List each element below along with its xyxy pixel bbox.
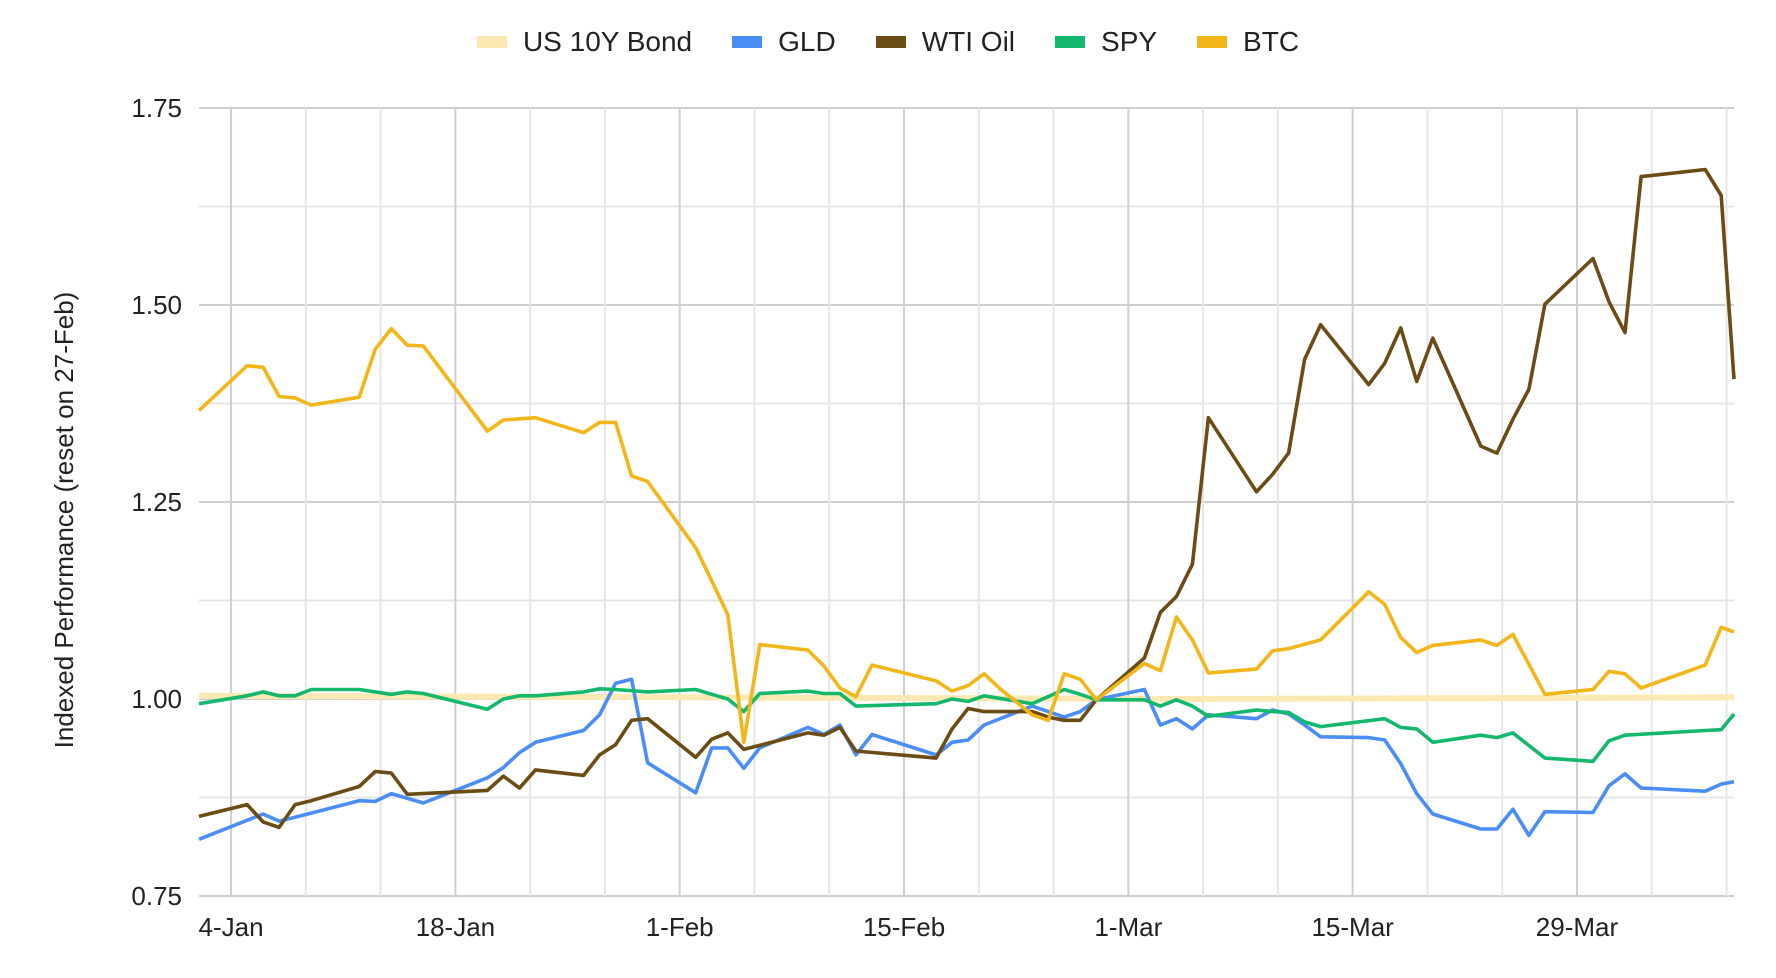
y-tick-label: 1.50	[131, 290, 182, 320]
legend: US 10Y Bond GLD WTI Oil SPY BTC	[0, 26, 1776, 58]
legend-item[interactable]: GLD	[732, 26, 836, 58]
x-tick-label: 15-Mar	[1311, 912, 1394, 942]
grid	[199, 107, 1734, 897]
x-tick-label: 15-Feb	[863, 912, 945, 942]
legend-item[interactable]: WTI Oil	[875, 26, 1016, 58]
y-axis-label: Indexed Performance (reset on 27-Feb)	[49, 292, 79, 749]
series-line-spy	[198, 687, 1736, 764]
legend-swatch	[1197, 36, 1228, 48]
y-tick-label: 1.75	[131, 93, 182, 123]
legend-label: WTI Oil	[921, 26, 1016, 57]
legend-item[interactable]: BTC	[1197, 26, 1299, 58]
series-line-wti-oil	[198, 167, 1736, 830]
series-lines	[197, 167, 1736, 841]
legend-swatch	[875, 36, 906, 48]
y-tick-labels: 0.75 1.00 1.25 1.50 1.75	[131, 93, 182, 911]
legend-swatch	[732, 36, 763, 48]
legend-label: SPY	[1101, 26, 1158, 57]
legend-item[interactable]: SPY	[1055, 26, 1157, 58]
legend-item[interactable]: US 10Y Bond	[476, 26, 693, 58]
series-line-btc	[197, 326, 1735, 745]
x-tick-labels: 4-Jan 18-Jan 1-Feb 15-Feb 1-Mar 15-Mar 29-Mar	[199, 912, 1619, 942]
x-tick-label: 29-Mar	[1536, 912, 1619, 942]
y-tick-label: 1.00	[131, 684, 182, 714]
x-tick-label: 1-Feb	[646, 912, 714, 942]
legend-label: US 10Y Bond	[522, 26, 693, 57]
x-tick-label: 4-Jan	[199, 912, 264, 942]
y-tick-label: 1.25	[131, 487, 182, 517]
x-tick-label: 18-Jan	[416, 912, 496, 942]
x-tick-label: 1-Mar	[1094, 912, 1162, 942]
series-line-gld	[198, 677, 1735, 841]
legend-swatch	[476, 36, 507, 48]
legend-label: GLD	[778, 26, 836, 57]
y-tick-label: 0.75	[131, 881, 182, 911]
legend-swatch	[1055, 36, 1086, 48]
legend-label: BTC	[1243, 26, 1300, 57]
